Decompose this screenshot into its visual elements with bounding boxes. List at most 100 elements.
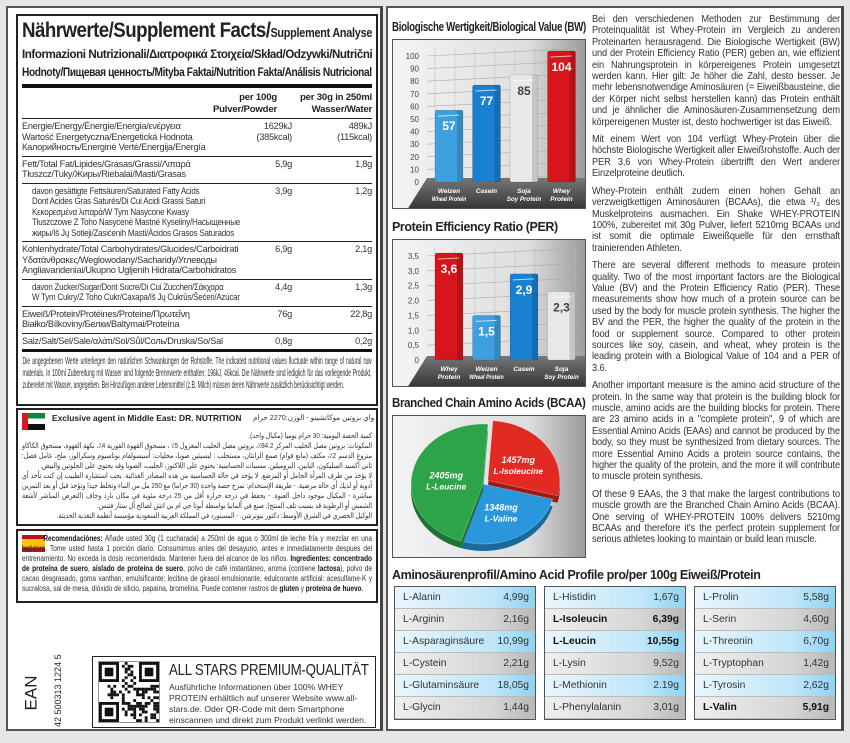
y-tick-label: 0 (415, 356, 420, 365)
pie-slice (487, 420, 561, 497)
amino-title: Aminosäurenprofil/Amino Acid Profile pro… (392, 568, 761, 582)
description-text: Bei den verschiedenen Methoden zur Besti… (592, 14, 840, 552)
uae-flag-icon (22, 413, 45, 430)
slice-label: L-Leucine (426, 481, 466, 491)
arabic-agent: الوكيل الحصري في الشرق الأوسط: دكتور نيو… (56, 511, 372, 520)
bar (472, 84, 501, 183)
amino-name: L-Isoleucin (553, 614, 608, 625)
nutrient-label: Kohlenhydrate/Total Carbohydrates/Glucid… (22, 244, 239, 275)
bar (434, 109, 464, 183)
value-per-serving: 1,3g (355, 281, 372, 292)
category-label: Wheat Protein (432, 196, 467, 203)
spanish-segment: , polvo de café instantáneo, aroma (cont… (183, 564, 318, 574)
amino-row: L-Glutaminsäure 18,05g (395, 675, 535, 697)
spanish-segment: Añade usted 30g (1 cucharada) a 250ml de… (22, 534, 372, 564)
amino-row: L-Serin 4,60g (695, 609, 835, 631)
y-tick-label: 40 (410, 128, 419, 137)
arabic-ingredients: المكونات: بروتين مصل الحليب المركز 84.2٪… (22, 441, 372, 470)
amino-row: L-Isoleucin 6,39g (545, 609, 685, 631)
bar-shade (532, 74, 538, 182)
data-label: 2,3 (553, 301, 570, 315)
bar-shade (457, 110, 463, 182)
nutrition-subtitle-1: Informazioni Nutrizionali/Διατροφικά Στο… (22, 47, 373, 61)
amino-value: 10,55g (646, 636, 679, 647)
value-per-100g: 76g (277, 308, 292, 319)
y-tick-label: 3,0 (408, 267, 420, 276)
amino-name: L-Threonin (703, 636, 753, 647)
pie-slice (460, 483, 554, 545)
category-label: Whey (553, 188, 571, 195)
y-tick-label: 2,5 (408, 282, 420, 291)
ean-label: EAN (21, 675, 41, 711)
slice-label: L-Isoleucine (493, 466, 543, 476)
amino-value: 5,58g (803, 592, 829, 603)
amino-row: L-Tyrosin 2,62g (695, 675, 835, 697)
chart-floor (408, 356, 585, 386)
col-per-100g: per 100g Pulver/Powder (212, 92, 277, 115)
amino-row: L-Glycin 1,44g (395, 697, 535, 719)
bar-shade (532, 273, 538, 360)
slice-value: 2405mg (428, 470, 463, 480)
nutrition-title: Nährwerte/Supplement Facts/Supplement An… (22, 19, 372, 45)
amino-value: 9,52g (653, 658, 679, 669)
amino-row: L-Histidin 1,67g (545, 587, 685, 609)
description-paragraph: There are several different methods to m… (592, 260, 840, 374)
y-tick-label: 10 (410, 165, 419, 174)
amino-row: L-Asparaginsäure 10,99g (395, 631, 535, 653)
bar-highlight (475, 89, 497, 92)
bar-shade (457, 253, 463, 360)
bw-chart-title: Biologische Wertigkeit/Biological Value … (392, 20, 586, 34)
y-tick-label: 0 (415, 178, 420, 187)
amino-name: L-Tryptophan (703, 658, 764, 669)
bar-highlight (512, 79, 535, 82)
amino-value: 2,62g (803, 680, 829, 691)
slice-label: L-Valine (485, 513, 518, 523)
right-panel: Biologische Wertigkeit/Biological Value … (386, 6, 844, 731)
amino-value: 2.19g (653, 680, 679, 691)
amino-row: L-Valin 5,91g (695, 697, 835, 719)
qr-code-icon[interactable] (98, 661, 160, 723)
category-label: Casein (513, 366, 534, 373)
title-small: Supplement Analyse (270, 26, 373, 40)
amino-name: L-Glycin (403, 702, 441, 713)
value-per-100g: 4,4g (275, 281, 292, 292)
category-label: Soja (517, 188, 531, 195)
bar-shade (494, 315, 501, 360)
qr-description: Ausführliche Informationen über 100% WHE… (169, 682, 367, 725)
amino-table: L-Histidin 1,67g L-Isoleucin 6,39g L-Leucin 1… (544, 586, 686, 720)
bar-highlight (550, 55, 572, 58)
category-label: Wheat Protein (469, 374, 504, 381)
value-per-100g: 6,9g (275, 244, 292, 254)
ean-code: EAN 42 500313 1224 5 (21, 653, 68, 743)
y-tick-label: 20 (410, 153, 419, 162)
amino-row: L-Threonin 6,70g (695, 631, 835, 653)
nutrition-row: davon gesättigte Fettsäuren/Saturated Fa… (22, 182, 372, 242)
spanish-info-box: Recomendaciónes: Añade usted 30g (1 cuch… (16, 529, 378, 603)
amino-name: L-Glutaminsäure (403, 680, 480, 691)
title-main: Nährwerte/Supplement Facts/ (22, 18, 271, 42)
spanish-segment: Ingredientes: concentrado de proteína de… (22, 554, 372, 574)
nutrition-subtitle-2: Hodnoty/Пищевая ценность/Mityba Faktai/N… (22, 65, 372, 79)
spanish-segment: y (298, 584, 306, 594)
value-per-serving: 489kJ (115kcal) (337, 121, 372, 142)
slice-value: 1348mg (484, 502, 518, 512)
value-per-serving: 1,8g (355, 158, 372, 169)
ean-number: 42 500313 1224 5 (53, 654, 63, 727)
arabic-line-1: واي بروتين موكاتشينو - الوزن:2270 جرام (253, 413, 375, 422)
chart-floor (408, 178, 585, 208)
arabic-info-box: Exclusive agent in Middle East: DR. NUTR… (16, 408, 378, 526)
bar (472, 315, 501, 361)
qr-title: ALL STARS PREMIUM-QUALITÄT (169, 662, 369, 679)
bar-highlight (475, 319, 497, 322)
category-label: Casein (476, 188, 497, 195)
bar-highlight (550, 296, 572, 299)
value-per-serving: 1,2g (355, 185, 372, 196)
category-label: Weizen (438, 188, 460, 195)
bar (509, 74, 539, 183)
bar-shade (569, 291, 576, 360)
bar-shade (569, 50, 576, 183)
category-label: Soja (555, 366, 569, 373)
data-label: 85 (517, 84, 531, 98)
amino-value: 1,67g (653, 592, 679, 603)
